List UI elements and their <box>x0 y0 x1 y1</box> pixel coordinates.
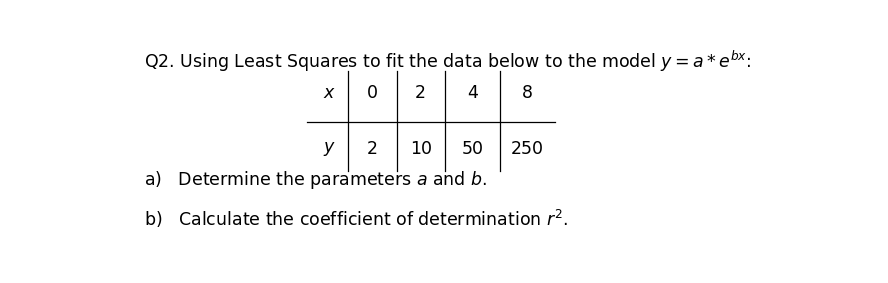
Text: 0: 0 <box>367 84 378 102</box>
Text: 50: 50 <box>461 140 483 158</box>
Text: 2: 2 <box>367 140 378 158</box>
Text: 2: 2 <box>416 84 426 102</box>
Text: $y$: $y$ <box>322 140 336 158</box>
Text: a)   Determine the parameters $a$ and $b$.: a) Determine the parameters $a$ and $b$. <box>144 169 488 191</box>
Text: 10: 10 <box>409 140 432 158</box>
Text: $x$: $x$ <box>322 84 336 102</box>
Text: b)   Calculate the coefficient of determination $r^2$.: b) Calculate the coefficient of determin… <box>144 208 568 230</box>
Text: 4: 4 <box>467 84 478 102</box>
Text: 250: 250 <box>511 140 543 158</box>
Text: Q2. Using Least Squares to fit the data below to the model $y = a * e^{bx}$:: Q2. Using Least Squares to fit the data … <box>144 49 751 74</box>
Text: 8: 8 <box>522 84 533 102</box>
